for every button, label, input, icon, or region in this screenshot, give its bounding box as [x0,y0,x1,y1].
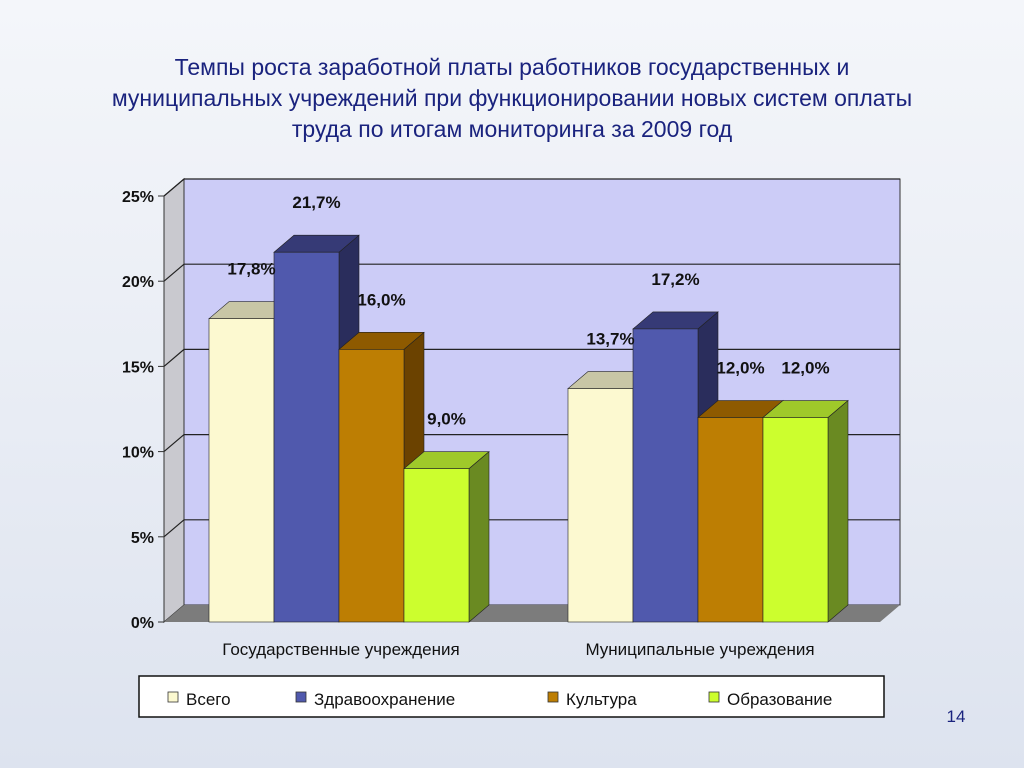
y-tick-label: 5% [131,530,154,547]
y-tick-label: 0% [131,615,154,632]
bar-front [568,389,633,622]
legend-label: Культура [566,690,637,709]
plot-side-wall [164,179,184,622]
y-tick-label: 25% [122,189,154,206]
y-tick-label: 10% [122,445,154,462]
data-label: 13,7% [586,330,634,349]
legend-label: Всего [186,690,231,709]
category-labels: Государственные учреждения Муниципальные … [222,640,814,659]
legend-swatch [168,692,178,702]
bar-side [469,452,489,622]
data-label: 12,0% [716,359,764,378]
data-label: 12,0% [781,359,829,378]
bar-side [828,401,848,622]
legend-swatch [709,692,719,702]
legend-swatch [548,692,558,702]
legend: Всего Здравоохранение Культура Образование [139,676,884,717]
y-axis: 0% 5% 10% 15% 20% 25% [122,189,164,632]
data-label: 17,2% [651,270,699,289]
data-label: 16,0% [357,290,405,309]
bar-front [404,469,469,622]
y-tick-label: 20% [122,274,154,291]
bar-chart: 0% 5% 10% 15% 20% 25% 17,8% 21,7% 16,0% 9,0% 13,7… [0,0,1024,768]
bar [404,452,489,622]
bar-front [698,418,763,622]
data-label: 9,0% [427,410,466,429]
bar-front [633,329,698,622]
page-number: 14 [936,707,976,727]
bar [763,401,848,622]
legend-swatch [296,692,306,702]
data-label: 21,7% [292,193,340,212]
bar-front [274,252,339,622]
legend-label: Образование [727,690,832,709]
y-tick-label: 15% [122,359,154,376]
data-label: 17,8% [227,260,275,279]
category-label: Государственные учреждения [222,640,459,659]
bar-front [209,319,274,622]
legend-label: Здравоохранение [314,690,455,709]
bar-front [339,349,404,622]
bar-front [763,418,828,622]
category-label: Муниципальные учреждения [585,640,814,659]
